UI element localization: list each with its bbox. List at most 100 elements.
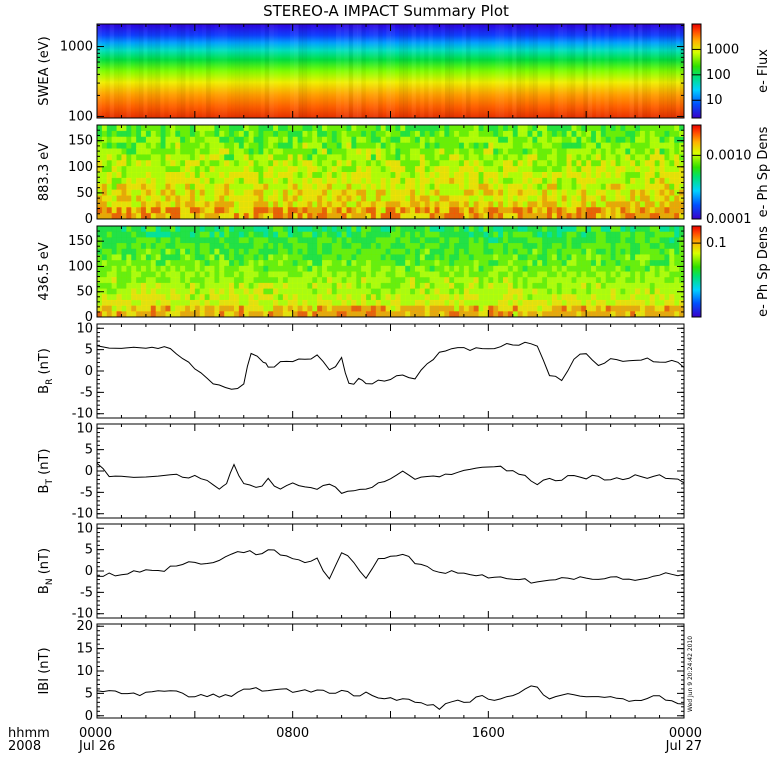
spectrogram-cell — [429, 148, 435, 155]
spectrogram-cell — [576, 299, 582, 307]
spectrogram-cell — [512, 130, 519, 138]
spectrogram-cell — [189, 226, 196, 233]
spectrogram-cell — [287, 243, 294, 250]
spectrogram-cell — [145, 136, 152, 144]
spectrogram-cell — [483, 201, 489, 208]
spectrogram-cell — [390, 237, 396, 244]
spectrogram-cell — [659, 136, 665, 144]
spectrogram-cell — [591, 288, 597, 295]
spectrogram-cell — [566, 201, 572, 208]
spectrogram-cell — [248, 207, 254, 214]
spectrogram-cell — [630, 305, 636, 312]
spectrogram-cell — [610, 226, 616, 233]
spectrogram-cell — [375, 183, 382, 191]
spectrogram-cell — [566, 271, 572, 278]
spectrogram-cell — [625, 201, 631, 208]
spectrogram-cell — [639, 305, 646, 312]
spectrogram-cell — [503, 260, 509, 267]
spectrogram-cell — [317, 243, 323, 250]
spectrogram-cell — [679, 226, 685, 233]
spectrogram-cell — [551, 243, 558, 250]
spectrogram-cell — [307, 154, 313, 161]
spectrogram-cell — [194, 213, 201, 220]
spectrogram-cell — [302, 231, 308, 238]
spectrogram-cell — [199, 243, 206, 250]
spectrogram-cell — [258, 183, 264, 191]
spectrogram-cell — [458, 288, 465, 295]
spectrogram-cell — [351, 183, 357, 191]
spectrogram-cell — [145, 311, 152, 318]
spectrogram-cell — [551, 148, 558, 155]
spectrogram-cell — [444, 160, 450, 167]
spectrogram-cell — [273, 130, 279, 138]
spectrogram-cell — [566, 294, 572, 301]
spectrogram-cell — [517, 125, 523, 132]
spectrogram-cell — [101, 183, 108, 191]
spectrogram-cell — [326, 237, 333, 244]
spectrogram-cell — [219, 288, 225, 295]
spectrogram-cell — [287, 189, 294, 196]
spectrogram-cell — [111, 265, 117, 272]
spectrogram-cell — [194, 154, 201, 161]
spectrogram-cell — [307, 213, 313, 220]
spectrogram-cell — [214, 237, 220, 244]
spectrogram-cell — [277, 243, 284, 250]
spectrogram-cell — [512, 177, 519, 185]
spectrogram-cell — [537, 231, 543, 238]
spectrogram-cell — [610, 254, 616, 261]
spectrogram-cell — [542, 282, 548, 289]
spectrogram-cell — [605, 189, 612, 196]
spectrogram-cell — [561, 282, 567, 289]
spectrogram-cell — [654, 142, 660, 149]
spectrogram-cell — [390, 243, 396, 250]
spectrogram-cell — [248, 172, 254, 179]
spectrogram-cell — [410, 254, 416, 261]
y-axis-label: BR (nT) — [37, 348, 55, 394]
spectrogram-cell — [141, 265, 147, 272]
spectrogram-cell — [429, 243, 435, 250]
spectrogram-cell — [669, 226, 675, 233]
spectrogram-cell — [111, 130, 117, 138]
spectrogram-cell — [253, 148, 259, 155]
spectrogram-cell — [312, 130, 318, 138]
spectrogram-cell — [297, 130, 303, 138]
spectrogram-cell — [150, 248, 157, 255]
spectrogram-cell — [556, 299, 563, 307]
spectrogram-cell — [150, 177, 157, 185]
spectrogram-cell — [439, 288, 445, 295]
panel-frame — [96, 323, 685, 419]
spectrogram-cell — [419, 195, 426, 202]
spectrogram-cell — [444, 142, 450, 149]
spectrogram-cell — [561, 237, 567, 244]
spectrogram-cell — [483, 260, 489, 267]
spectrogram-cell — [400, 231, 406, 238]
spectrogram-cell — [214, 299, 220, 307]
spectrogram-cell — [600, 226, 607, 233]
spectrogram-cell — [542, 125, 548, 132]
spectrogram-cell — [380, 125, 387, 132]
spectrogram-cell — [297, 154, 303, 161]
spectrogram-cell — [297, 142, 303, 149]
spectrogram-cell — [605, 130, 612, 138]
spectrogram-cell — [268, 136, 274, 144]
spectrogram-cell — [385, 195, 391, 202]
spectrogram-cell — [116, 142, 122, 149]
spectrogram-cell — [331, 294, 338, 301]
spectrogram-cell — [282, 195, 289, 202]
spectrogram-cell — [199, 183, 206, 191]
spectrogram-cell — [341, 213, 347, 220]
spectrogram-cell — [610, 294, 616, 301]
spectrogram-cell — [268, 160, 274, 167]
spectrogram-cell — [277, 183, 284, 191]
spectrogram-cell — [97, 271, 103, 278]
spectrogram-cell — [679, 148, 685, 155]
spectrogram-cell — [405, 136, 411, 144]
spectrogram-cell — [512, 166, 519, 173]
spectrogram-cell — [346, 189, 352, 196]
spectrogram-cell — [669, 160, 675, 167]
spectrogram-cell — [542, 248, 548, 255]
spectrogram-cell — [581, 226, 587, 233]
spectrogram-cell — [238, 201, 245, 208]
spectrogram-cell — [537, 213, 543, 220]
spectrogram-cell — [165, 265, 171, 272]
